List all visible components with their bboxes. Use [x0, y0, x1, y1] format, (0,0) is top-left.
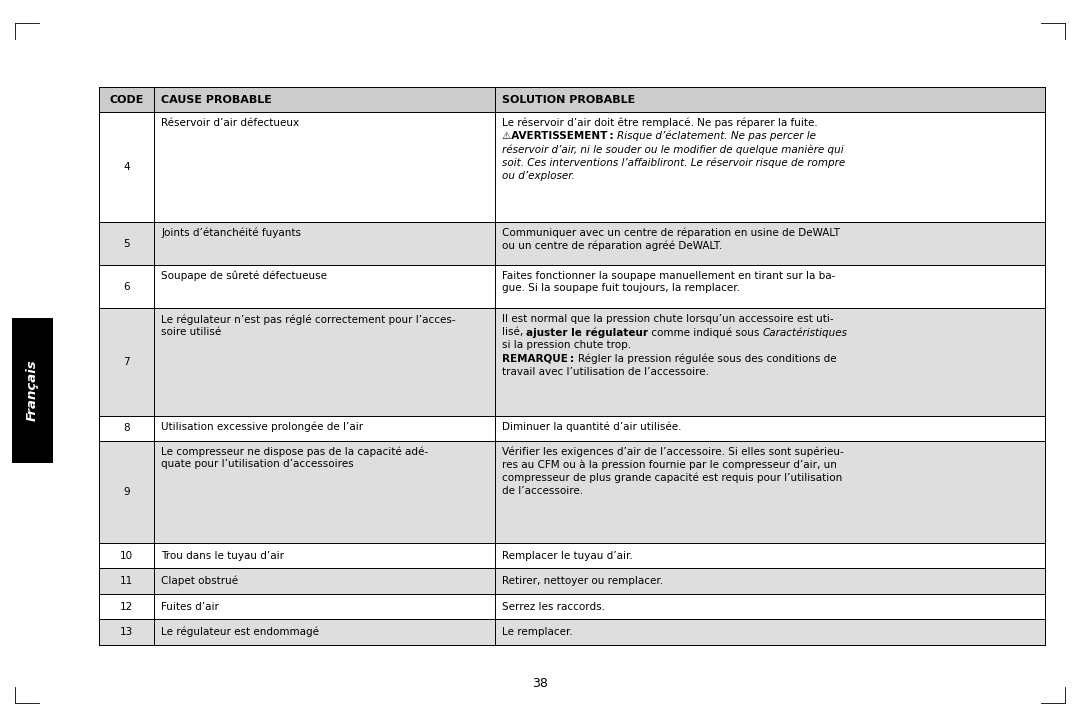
Text: Il est normal que la pression chute lorsqu’un accessoire est uti-: Il est normal que la pression chute lors… — [502, 314, 834, 324]
Text: ajuster le régulateur: ajuster le régulateur — [526, 328, 648, 338]
Bar — [99, 594, 1045, 620]
Text: ou d’exploser.: ou d’exploser. — [502, 171, 575, 181]
Text: 12: 12 — [120, 602, 134, 612]
Text: CAUSE PROBABLE: CAUSE PROBABLE — [161, 95, 272, 105]
Text: 4: 4 — [123, 162, 130, 172]
Text: 11: 11 — [120, 576, 134, 586]
Bar — [99, 543, 1045, 568]
Text: soit. Ces interventions l’affaibliront. Le réservoir risque de rompre: soit. Ces interventions l’affaibliront. … — [502, 158, 845, 168]
Bar — [99, 87, 1045, 112]
Text: Soupape de sûreté défectueuse: Soupape de sûreté défectueuse — [161, 270, 327, 281]
Text: Fuites d’air: Fuites d’air — [161, 602, 219, 612]
Text: Utilisation excessive prolongée de l’air: Utilisation excessive prolongée de l’air — [161, 421, 363, 432]
Text: Clapet obstrué: Clapet obstrué — [161, 576, 239, 586]
Bar — [99, 309, 1045, 416]
Bar — [12, 318, 53, 463]
Text: CODE: CODE — [109, 95, 144, 105]
Bar — [99, 620, 1045, 645]
Text: Trou dans le tuyau d’air: Trou dans le tuyau d’air — [161, 551, 284, 561]
Text: réservoir d’air, ni le souder ou le modifier de quelque manière qui: réservoir d’air, ni le souder ou le modi… — [502, 144, 843, 155]
Text: 8: 8 — [123, 423, 130, 433]
Text: 10: 10 — [120, 551, 133, 561]
Text: travail avec l’utilisation de l’accessoire.: travail avec l’utilisation de l’accessoi… — [502, 367, 708, 377]
Text: Régler la pression régulée sous des conditions de: Régler la pression régulée sous des cond… — [578, 354, 836, 364]
Text: Remplacer le tuyau d’air.: Remplacer le tuyau d’air. — [502, 551, 633, 561]
Text: Serrez les raccords.: Serrez les raccords. — [502, 602, 605, 612]
Text: SOLUTION PROBABLE: SOLUTION PROBABLE — [502, 95, 635, 105]
Text: Faites fonctionner la soupape manuellement en tirant sur la ba-
gue. Si la soupa: Faites fonctionner la soupape manuelleme… — [502, 270, 835, 293]
Text: ⚠AVERTISSEMENT :: ⚠AVERTISSEMENT : — [502, 131, 617, 141]
Text: Caractéristiques: Caractéristiques — [762, 328, 848, 338]
Text: Le régulateur n’est pas réglé correctement pour l’acces-
soire utilisé: Le régulateur n’est pas réglé correcteme… — [161, 314, 456, 337]
Text: Communiquer avec un centre de réparation en usine de DeWALT
ou un centre de répa: Communiquer avec un centre de réparation… — [502, 228, 840, 251]
Bar — [99, 222, 1045, 265]
Text: Le réservoir d’air doit être remplacé. Ne pas réparer la fuite.: Le réservoir d’air doit être remplacé. N… — [502, 118, 818, 128]
Text: si la pression chute trop.: si la pression chute trop. — [502, 341, 631, 351]
Text: 5: 5 — [123, 239, 130, 249]
Text: comme indiqué sous: comme indiqué sous — [648, 328, 762, 338]
Text: lisé,: lisé, — [502, 328, 526, 337]
Text: Risque d’éclatement. Ne pas percer le: Risque d’éclatement. Ne pas percer le — [617, 131, 816, 142]
Bar — [99, 441, 1045, 543]
Text: Le compresseur ne dispose pas de la capacité adé-
quate pour l’utilisation d’acc: Le compresseur ne dispose pas de la capa… — [161, 447, 429, 469]
Text: 13: 13 — [120, 627, 134, 637]
Text: REMARQUE :: REMARQUE : — [502, 354, 578, 364]
Text: Joints d’étanchéité fuyants: Joints d’étanchéité fuyants — [161, 228, 301, 238]
Text: Réservoir d’air défectueux: Réservoir d’air défectueux — [161, 118, 299, 128]
Bar — [99, 265, 1045, 309]
Text: Français: Français — [26, 359, 39, 422]
Text: Vérifier les exigences d’air de l’accessoire. Si elles sont supérieu-
res au CFM: Vérifier les exigences d’air de l’access… — [502, 447, 843, 495]
Text: Diminuer la quantité d’air utilisée.: Diminuer la quantité d’air utilisée. — [502, 421, 681, 432]
Text: Le remplacer.: Le remplacer. — [502, 627, 572, 637]
Text: 7: 7 — [123, 357, 130, 367]
Bar — [99, 568, 1045, 594]
Bar — [99, 416, 1045, 441]
Text: Le régulateur est endommagé: Le régulateur est endommagé — [161, 627, 320, 638]
Text: 6: 6 — [123, 282, 130, 292]
Text: Retirer, nettoyer ou remplacer.: Retirer, nettoyer ou remplacer. — [502, 576, 663, 586]
Text: 9: 9 — [123, 487, 130, 497]
Text: 38: 38 — [532, 677, 548, 690]
Bar — [99, 112, 1045, 222]
